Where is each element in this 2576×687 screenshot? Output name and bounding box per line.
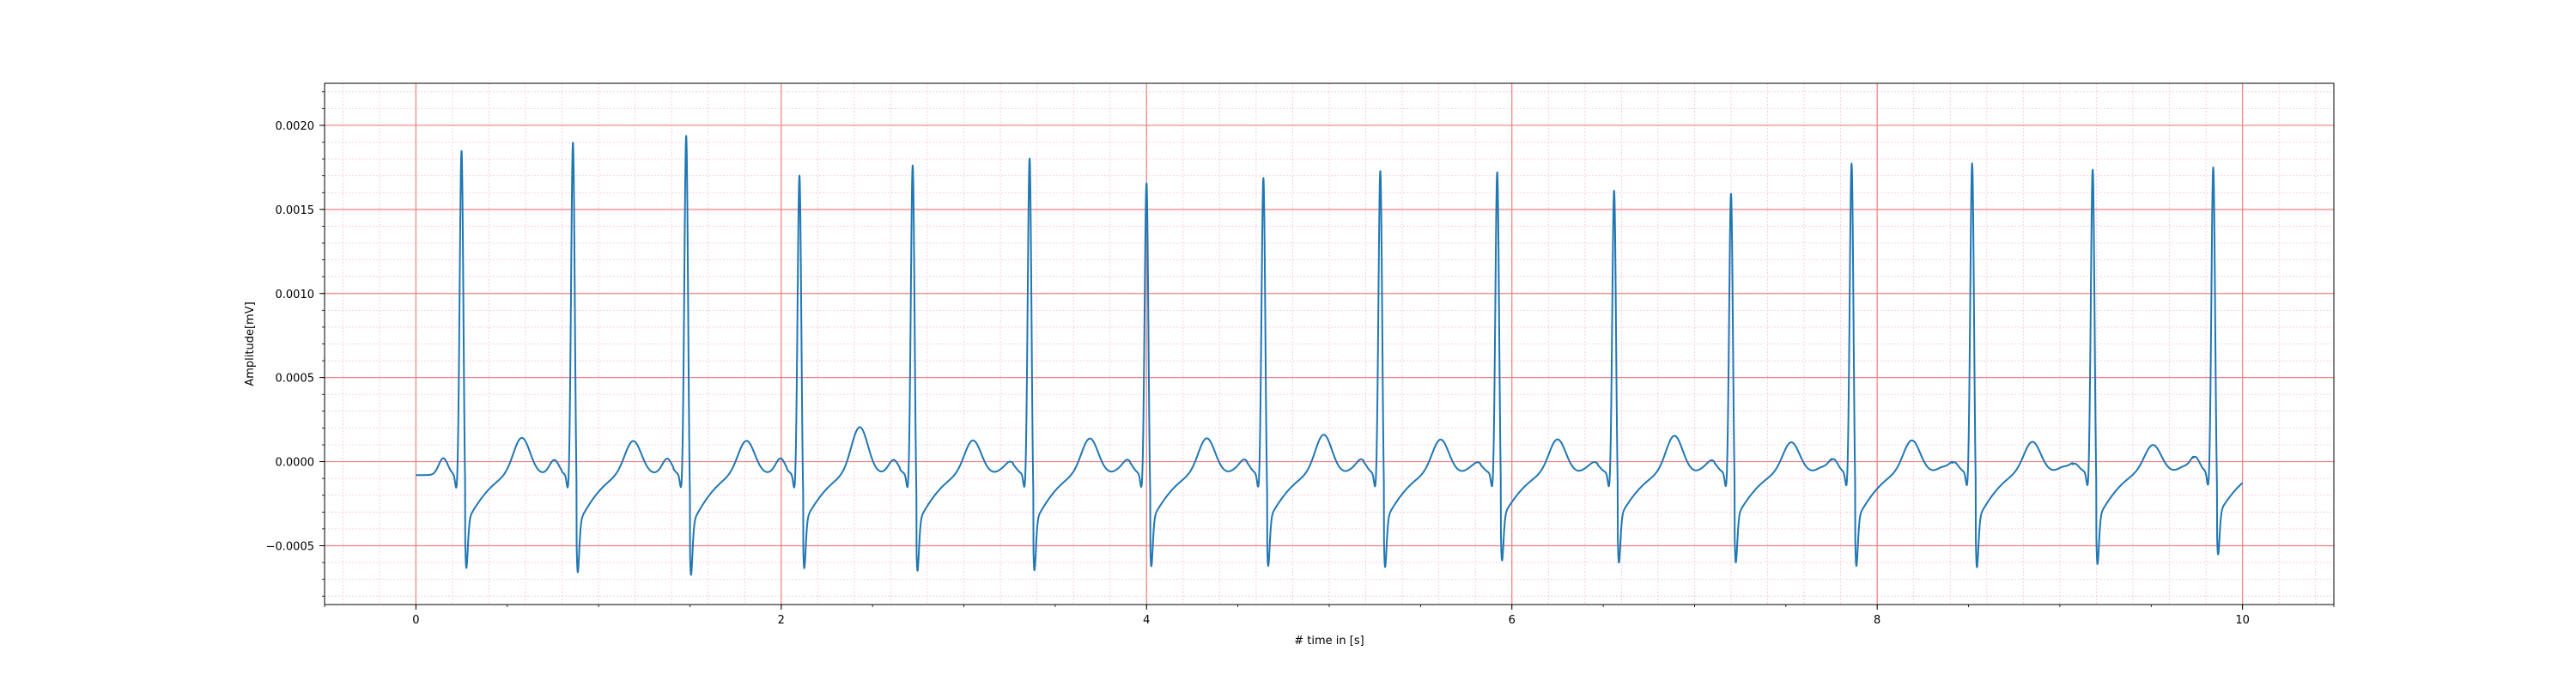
x-tick-label: 0 bbox=[412, 614, 419, 627]
x-tick-label: 10 bbox=[2235, 614, 2250, 627]
y-tick-label: 0.0010 bbox=[276, 289, 315, 301]
minor-grid bbox=[325, 83, 2334, 605]
y-tick-label: 0.0015 bbox=[276, 204, 315, 217]
x-tick-label: 4 bbox=[1143, 614, 1150, 627]
y-axis-label: Amplitude[mV] bbox=[244, 301, 257, 386]
x-tick-label: 8 bbox=[1874, 614, 1880, 627]
ecg-series bbox=[415, 135, 2244, 576]
x-axis-label: # time in [s] bbox=[1294, 635, 1364, 647]
y-tick-label: 0.0000 bbox=[276, 457, 315, 470]
y-tick-label: 0.0020 bbox=[276, 120, 315, 133]
y-axis: −0.0005 0.0000 0.0005 0.0010 0.0015 0.0020 bbox=[266, 91, 325, 597]
major-grid bbox=[325, 83, 2334, 605]
ecg-line bbox=[415, 135, 2244, 576]
x-tick-label: 6 bbox=[1509, 614, 1516, 627]
x-axis: 0 2 4 6 8 10 bbox=[324, 605, 2335, 627]
y-tick-label: 0.0005 bbox=[276, 373, 315, 386]
x-tick-label: 2 bbox=[778, 614, 785, 627]
y-tick-label: −0.0005 bbox=[266, 540, 314, 553]
